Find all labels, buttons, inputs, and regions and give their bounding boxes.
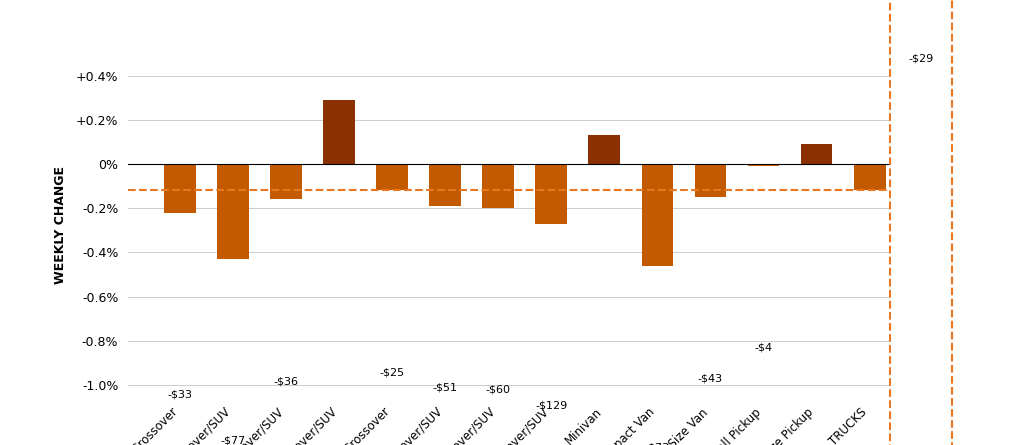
Bar	[376, 164, 409, 190]
Bar	[217, 164, 249, 259]
Bar	[482, 164, 514, 208]
Text: -$73: -$73	[645, 442, 670, 445]
Text: -$4: -$4	[755, 343, 772, 353]
Bar	[801, 144, 833, 164]
Polygon shape	[890, 0, 952, 445]
Text: -$43: -$43	[698, 374, 723, 384]
Text: -$60: -$60	[485, 385, 511, 395]
Bar	[536, 164, 567, 224]
Bar	[694, 164, 726, 197]
Bar	[164, 164, 196, 213]
Text: -$29: -$29	[908, 53, 934, 63]
Text: -$25: -$25	[380, 367, 404, 377]
Y-axis label: WEEKLY CHANGE: WEEKLY CHANGE	[54, 166, 68, 284]
Text: -$129: -$129	[536, 400, 567, 410]
Bar	[641, 164, 674, 266]
Bar	[589, 135, 621, 164]
Bar	[270, 164, 302, 199]
Text: -$33: -$33	[168, 389, 193, 400]
Text: -$36: -$36	[273, 376, 299, 386]
Bar	[324, 100, 355, 164]
Bar	[854, 164, 886, 190]
Bar	[429, 164, 461, 206]
Text: -$77: -$77	[220, 436, 246, 445]
Bar	[748, 164, 779, 166]
Text: -$51: -$51	[433, 383, 458, 393]
